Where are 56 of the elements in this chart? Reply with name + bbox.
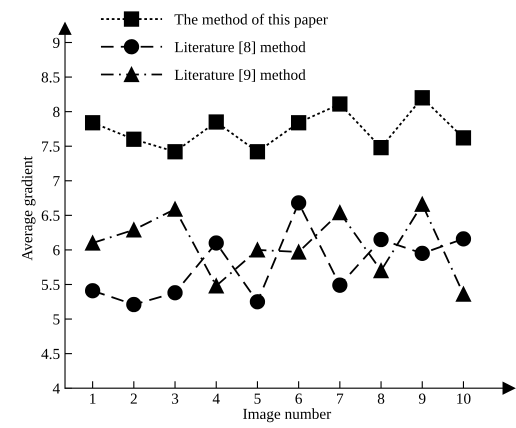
x-tick-label: 1 — [90, 394, 96, 404]
point — [167, 144, 183, 160]
point — [456, 130, 472, 146]
point — [373, 263, 389, 278]
point — [456, 286, 472, 302]
point — [84, 115, 100, 130]
point — [291, 244, 306, 260]
point — [126, 132, 142, 147]
y-tick-label: 4.5 — [41, 348, 60, 360]
point — [373, 140, 389, 156]
y-tick-label: 7.5 — [42, 142, 60, 152]
point — [84, 235, 100, 251]
point — [208, 278, 224, 294]
y-tick-label: 5.5 — [42, 280, 60, 290]
legend-label: The method of this paper — [174, 14, 328, 28]
point — [126, 296, 142, 312]
x-tick-label: 3 — [172, 394, 178, 404]
point — [332, 204, 348, 220]
x-tick-label: 10 — [457, 394, 471, 404]
y-tick-label: 4 — [52, 383, 60, 394]
x-axis-title: Image number — [243, 408, 332, 422]
legend-label: Literature [8] method — [174, 42, 306, 54]
y-tick-label: 6.5 — [42, 210, 60, 221]
x-tick-label: 8 — [378, 394, 384, 404]
y-tick-label: 8 — [53, 106, 60, 118]
y-tick-label: 7 — [54, 176, 60, 186]
y-tick-label: 9 — [53, 38, 60, 48]
point — [250, 144, 266, 160]
y-tick-label: 8.5 — [42, 72, 60, 83]
legend-label: Literature [9] method — [174, 69, 306, 82]
point — [332, 96, 348, 112]
y-axis-title: Average gradient — [22, 156, 36, 261]
point — [414, 246, 430, 262]
x-tick-label: 2 — [130, 394, 137, 404]
point — [167, 201, 183, 217]
point — [456, 231, 472, 246]
x-tick-label: 7 — [337, 394, 344, 404]
x-tick-label: 5 — [254, 394, 261, 404]
x-tick-label: 6 — [295, 394, 302, 404]
y-tick-label: 6 — [53, 245, 60, 256]
point — [250, 294, 266, 310]
point — [291, 195, 306, 211]
y-tick-label: 5 — [53, 314, 60, 325]
point — [208, 235, 224, 251]
point — [332, 278, 348, 293]
point — [126, 222, 142, 238]
point — [414, 196, 430, 212]
point — [373, 232, 389, 248]
x-tick-label: 4 — [212, 394, 220, 404]
x-tick-label: 9 — [418, 394, 426, 404]
point — [84, 283, 100, 298]
point — [208, 114, 224, 130]
point — [414, 90, 430, 106]
point — [167, 285, 183, 300]
point — [291, 115, 306, 130]
point — [250, 242, 266, 258]
